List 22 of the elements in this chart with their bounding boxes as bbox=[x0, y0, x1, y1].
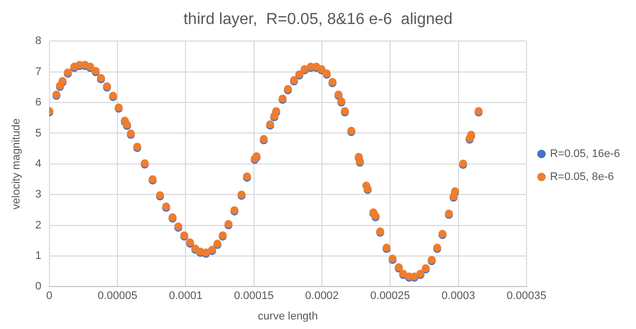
y-tick-label: 0 bbox=[35, 280, 42, 293]
y-tick-label: 1 bbox=[35, 250, 42, 262]
legend-label: R=0.05, 8e-6 bbox=[550, 171, 614, 184]
legend-label: R=0.05, 16e-6 bbox=[550, 148, 620, 160]
x-tick-label: 0.00005 bbox=[98, 290, 138, 302]
y-tick-label: 5 bbox=[35, 127, 42, 140]
y-tick-label: 2 bbox=[35, 219, 42, 232]
y-tick-label: 7 bbox=[35, 66, 42, 78]
chart-title: third layer, R=0.05, 8&16 e-6 aligned bbox=[183, 11, 453, 28]
x-tick-label: 0.00035 bbox=[506, 290, 546, 302]
x-tick-label: 0.0001 bbox=[168, 290, 202, 302]
x-tick-label: 0.00025 bbox=[370, 290, 410, 302]
x-tick-label: 0.0002 bbox=[305, 290, 339, 302]
x-tick-label: 0.0003 bbox=[441, 290, 476, 302]
y-tick-label: 4 bbox=[35, 158, 42, 170]
x-tick-label: 0 bbox=[46, 290, 52, 302]
y-tick-label: 8 bbox=[35, 35, 42, 48]
y-axis-title: velocity magnitude bbox=[10, 118, 23, 210]
y-tick-label: 6 bbox=[35, 96, 42, 109]
x-axis-title: curve length bbox=[258, 310, 318, 322]
y-tick-label: 3 bbox=[35, 188, 42, 201]
x-tick-label: 0.00015 bbox=[234, 290, 274, 302]
